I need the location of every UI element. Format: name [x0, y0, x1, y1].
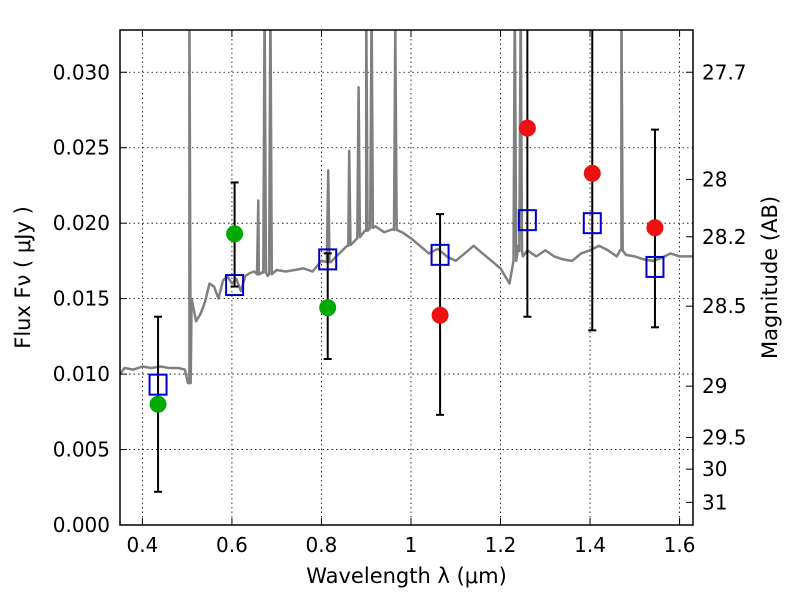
marker-layer — [148, 119, 665, 413]
mag-tick-label: 30 — [702, 457, 727, 481]
nondetection-point — [431, 306, 449, 324]
mag-tick-label: 27.7 — [702, 60, 747, 84]
detection-point — [226, 225, 244, 243]
nondetection-point — [518, 119, 536, 137]
spectrum-layer — [120, 30, 693, 385]
model-square — [148, 373, 168, 396]
x-tick-label: 0.6 — [216, 533, 248, 557]
y-tick-label: 0.005 — [53, 438, 110, 462]
detection-point — [319, 299, 337, 317]
y-tick-label: 0.010 — [53, 362, 110, 386]
y-axis-right-label: Magnitude (AB) — [758, 196, 782, 359]
mag-tick-label: 29.5 — [702, 425, 747, 449]
y-tick-label: 0.030 — [53, 60, 110, 84]
y-axis-label: Flux Fν ( μJy ) — [11, 206, 35, 349]
model-square — [645, 255, 665, 278]
nondetection-point — [583, 164, 601, 182]
x-tick-label: 0.4 — [126, 533, 158, 557]
model-square — [430, 243, 450, 266]
y-tick-label: 0.000 — [53, 513, 110, 537]
model-square — [582, 212, 602, 235]
mag-tick-label: 28 — [702, 167, 727, 191]
model-square — [225, 274, 245, 297]
model-square — [318, 248, 338, 271]
model-square — [517, 209, 537, 232]
x-tick-label: 0.8 — [306, 533, 338, 557]
x-tick-label: 1.6 — [664, 533, 696, 557]
x-axis-label: Wavelength λ (μm) — [306, 564, 507, 588]
y-tick-label: 0.025 — [53, 136, 110, 160]
mag-tick-label: 29 — [702, 374, 727, 398]
errorbar-layer — [154, 30, 659, 493]
nondetection-point — [646, 219, 664, 237]
x-tick-label: 1.4 — [574, 533, 606, 557]
y-tick-label: 0.015 — [53, 287, 110, 311]
y-tick-label: 0.020 — [53, 211, 110, 235]
x-tick-label: 1 — [405, 533, 418, 557]
tick-layer: 0.4 0.6 0.8 1 1.2 1.4 1.6 0.000 0.005 0.010 0.015 0… — [53, 30, 747, 557]
mag-tick-label: 28.5 — [702, 294, 747, 318]
plot-frame — [119, 29, 694, 526]
detection-point — [149, 395, 167, 413]
spectrum-line — [120, 30, 693, 385]
mag-tick-label: 31 — [702, 490, 727, 514]
x-tick-label: 1.2 — [485, 533, 517, 557]
grid — [120, 30, 693, 526]
mag-tick-label: 28.2 — [702, 225, 747, 249]
